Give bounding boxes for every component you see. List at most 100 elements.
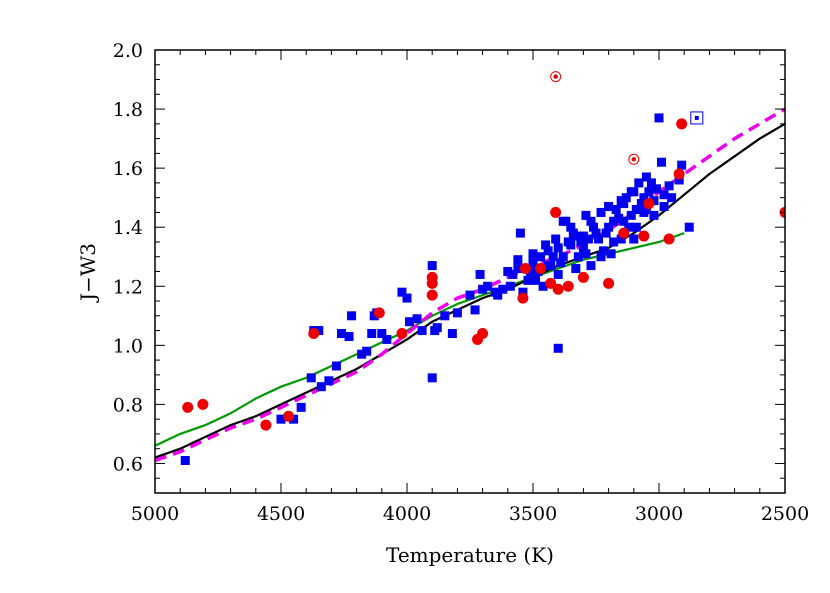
blue-square-point: [624, 222, 634, 232]
blue-square-point: [314, 326, 324, 336]
y-tick-label: 0.6: [113, 453, 143, 475]
x-tick-label: 2500: [761, 503, 809, 525]
y-tick-label: 0.8: [113, 394, 143, 416]
blue-square-point: [553, 269, 563, 279]
blue-square-point: [629, 234, 639, 244]
series-line-0: [155, 232, 685, 447]
red-circle-point: [545, 277, 557, 289]
red-circle-point: [426, 289, 438, 301]
blue-square-point: [644, 187, 654, 197]
blue-square-point: [347, 311, 357, 321]
red-circle-point: [618, 227, 630, 239]
blue-square-point: [367, 329, 377, 339]
blue-square-point: [614, 213, 624, 223]
blue-square-point: [619, 216, 629, 226]
blue-square-point: [452, 308, 462, 318]
blue-square-point: [659, 190, 669, 200]
bullseye-point: [631, 157, 636, 162]
blue-square-point: [626, 187, 636, 197]
blue-square-point: [505, 281, 515, 291]
axes: 5000 4500 4000 3500 3000 2500 0.6 0.8 1.0 1.2 1.4 1…: [113, 40, 809, 525]
blue-square-point: [528, 258, 538, 268]
red-circle-point: [477, 328, 489, 340]
blue-square-point: [657, 157, 667, 167]
blue-square-point: [609, 237, 619, 247]
blue-square-point: [599, 246, 609, 256]
blue-square-point: [591, 228, 601, 238]
y-tick-label: 1.4: [113, 217, 143, 239]
blue-square-point: [578, 231, 588, 241]
blue-square-point: [528, 249, 538, 259]
blue-square-point: [604, 222, 614, 232]
red-circle-point: [676, 118, 688, 130]
red-circle-point: [663, 233, 675, 245]
blue-square-point: [641, 172, 651, 182]
blue-square-point: [331, 361, 341, 371]
blue-square-point: [432, 323, 442, 333]
red-circle-point: [673, 168, 685, 180]
red-circle-point: [197, 398, 209, 410]
blue-square-point: [684, 222, 694, 232]
series-line-2: [155, 107, 785, 463]
red-circle-point: [577, 271, 589, 283]
blue-square-point: [641, 204, 651, 214]
blue-square-point: [523, 275, 533, 285]
blue-square-point: [465, 290, 475, 300]
blue-square-point: [515, 228, 525, 238]
blue-square-point: [538, 281, 548, 291]
blue-square-point: [558, 252, 568, 262]
blue-square-point: [649, 196, 659, 206]
blue-square-point: [601, 228, 611, 238]
red-circle-point: [182, 401, 194, 413]
blue-square-point: [586, 216, 596, 226]
blue-square-point: [621, 193, 631, 203]
blue-square-point: [571, 264, 581, 274]
red-circle-point: [308, 328, 320, 340]
blue-square-point: [606, 249, 616, 259]
blue-square-point: [654, 113, 664, 123]
blue-square-point: [646, 178, 656, 188]
blue-square-point: [508, 269, 518, 279]
blue-square-point: [631, 204, 641, 214]
blue-square-point: [639, 193, 649, 203]
blue-square-point: [581, 210, 591, 220]
blue-square-point: [276, 414, 286, 424]
blue-square-point: [447, 329, 457, 339]
y-tick-label: 1.0: [113, 335, 143, 357]
blue-square-point: [402, 293, 412, 303]
blue-square-point: [316, 382, 326, 392]
red-circle-point: [373, 307, 385, 319]
blue-square-point: [498, 284, 508, 294]
red-circle-point: [552, 283, 564, 295]
blue-square-point: [553, 243, 563, 253]
blue-square-point: [377, 329, 387, 339]
blue-square-point: [649, 210, 659, 220]
blue-square-point: [306, 373, 316, 383]
blue-square-point: [357, 349, 367, 359]
blue-square-point: [636, 199, 646, 209]
x-tick-label: 3000: [635, 503, 683, 525]
blue-square-point: [362, 346, 372, 356]
blue-square-point: [651, 184, 661, 194]
blue-square-point: [344, 331, 354, 341]
blue-square-point: [604, 202, 614, 212]
blue-square-point: [609, 216, 619, 226]
blue-square-point: [594, 234, 604, 244]
blue-square-point: [558, 216, 568, 226]
bullseye-point: [553, 74, 558, 79]
blue-square-point: [674, 175, 684, 185]
blue-square-point: [397, 287, 407, 297]
red-circle-point: [519, 263, 531, 275]
blue-square-point: [596, 207, 606, 217]
blue-square-point: [616, 234, 626, 244]
blue-square-point: [566, 240, 576, 250]
blue-square-point: [493, 290, 503, 300]
blue-square-point: [573, 252, 583, 262]
blue-square-point: [664, 181, 674, 191]
blue-square-point: [536, 252, 546, 262]
blue-square-point: [578, 243, 588, 253]
blue-square-point: [659, 202, 669, 212]
bullseye-ring: [628, 153, 640, 165]
blue-square-point: [634, 178, 644, 188]
